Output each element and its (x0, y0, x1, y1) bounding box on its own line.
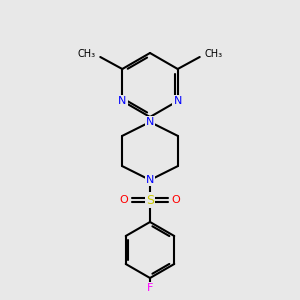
Text: O: O (172, 195, 180, 205)
Text: N: N (146, 175, 154, 185)
Text: N: N (173, 96, 182, 106)
Text: S: S (146, 194, 154, 206)
Text: F: F (147, 283, 153, 293)
Text: CH₃: CH₃ (205, 49, 223, 59)
Text: N: N (118, 96, 127, 106)
Text: CH₃: CH₃ (77, 49, 95, 59)
Text: N: N (146, 117, 154, 127)
Text: O: O (120, 195, 128, 205)
